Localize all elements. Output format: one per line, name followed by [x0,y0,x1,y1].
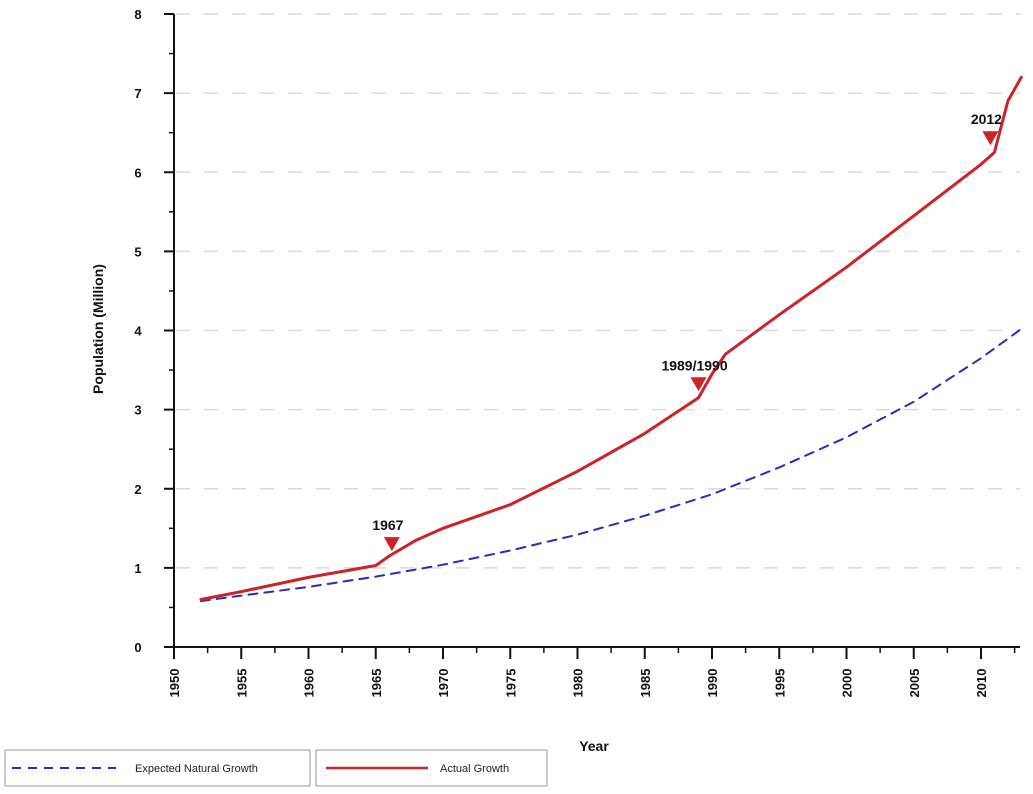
x-tick-label: 1980 [571,669,586,698]
legend-box-expected [4,749,311,787]
x-tick-label: 1960 [302,669,317,698]
x-tick-label: 1975 [503,669,518,698]
x-tick-label: 2005 [907,669,922,698]
y-tick-label: 6 [134,165,141,180]
y-tick-label: 4 [134,324,142,339]
legend: Expected Natural Growth Actual Growth [4,749,548,787]
y-tick-label: 1 [134,561,141,576]
annotation-label: 1989/1990 [661,357,727,373]
axis-ticks: 0 1 2 3 4 5 6 7 8 1950 1955 1960 1965 1970 1975 1980 198… [134,7,1016,698]
annotation-label: 1967 [372,517,403,533]
y-tick-label: 0 [134,640,141,655]
y-axis-title: Population (Million) [90,264,106,394]
y-tick-label: 3 [134,403,141,418]
series-line-expected-natural-growth [199,327,1023,603]
x-axis-title: Year [579,738,609,754]
legend-item-expected: Expected Natural Growth [4,749,311,787]
y-tick-label: 7 [134,86,141,101]
x-tick-label: 2000 [840,669,855,698]
gridlines [176,13,1020,569]
x-tick-label: 1970 [436,669,451,698]
x-tick-label: 1995 [772,669,787,698]
legend-label-expected: Expected Natural Growth [135,763,258,775]
y-tick-label: 5 [134,244,141,259]
x-tick-label: 1965 [369,669,384,698]
x-tick-label: 1985 [638,669,653,698]
annotations: 1967 1989/1990 2012 [372,111,1002,552]
x-tick-label: 1990 [705,669,720,698]
annotation-marker [690,377,707,392]
series [199,75,1023,603]
legend-item-actual: Actual Growth [315,749,548,787]
y-tick-label: 8 [134,7,141,22]
series-line-actual-growth [199,75,1023,601]
legend-label-actual: Actual Growth [440,763,509,775]
x-tick-label: 1950 [167,669,182,698]
annotation-marker [383,537,400,552]
annotation-marker [982,131,999,146]
annotation-label: 2012 [971,111,1002,127]
x-tick-label: 2010 [974,669,989,698]
y-tick-label: 2 [134,482,141,497]
x-tick-label: 1955 [234,669,249,698]
